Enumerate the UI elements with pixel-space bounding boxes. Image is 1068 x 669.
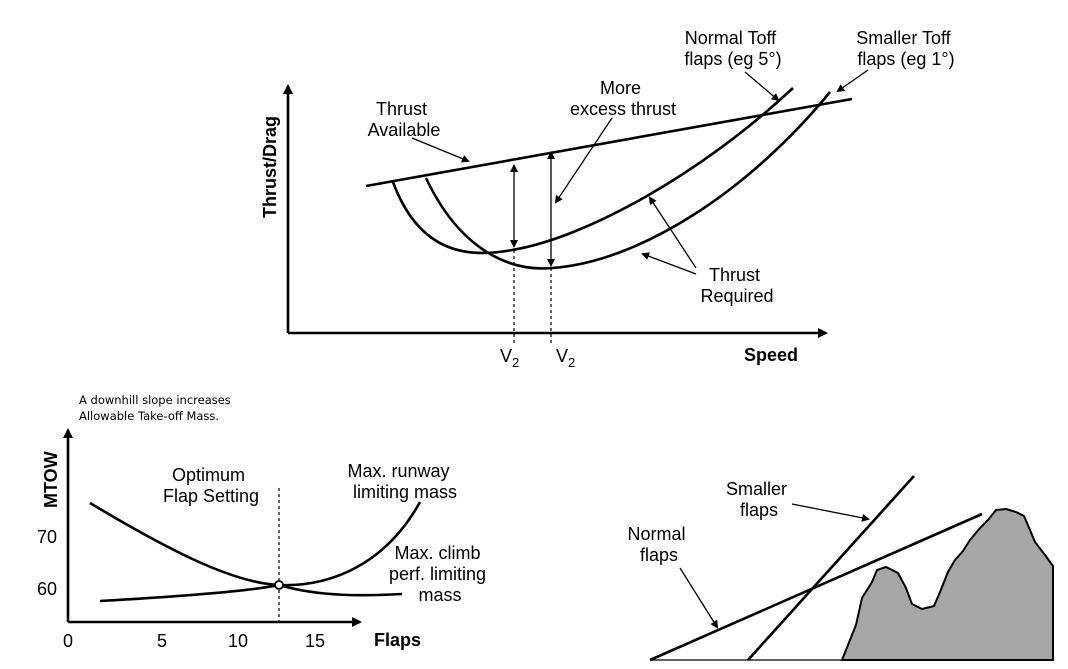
mtow-flaps-chart: MTOW Flaps 70 60 0 5 10 15 Optimum Flap … bbox=[37, 428, 491, 651]
x-tick-15: 15 bbox=[305, 631, 325, 651]
downhill-slope-note: A downhill slope increases Allowable Tak… bbox=[79, 392, 231, 424]
more-excess-thrust-label: More excess thrust bbox=[570, 78, 676, 119]
normal-flaps-label: Normal flaps bbox=[627, 524, 690, 565]
smaller-toff-flaps-pointer bbox=[836, 69, 869, 93]
obstacle-clearance-diagram: Smaller flaps Normal flaps bbox=[627, 475, 1054, 662]
note-line-1: A downhill slope increases bbox=[79, 393, 231, 407]
thrust-drag-axis-label: Thrust/Drag bbox=[260, 116, 280, 218]
optimum-flap-setting-label: Optimum Flap Setting bbox=[163, 465, 259, 506]
more-excess-thrust-pointer bbox=[554, 117, 613, 204]
x-tick-10: 10 bbox=[228, 631, 248, 651]
normal-toff-flaps-pointer bbox=[744, 71, 780, 102]
smaller-flaps-pointer bbox=[791, 503, 870, 522]
optimum-point-marker bbox=[274, 580, 284, 590]
smaller-flaps-climb-line bbox=[747, 475, 915, 661]
climb-limiting-mass-curve bbox=[99, 583, 403, 603]
normal-flaps-climb-line bbox=[649, 512, 983, 662]
smaller-flaps-label: Smaller flaps bbox=[726, 479, 792, 520]
y-tick-70: 70 bbox=[37, 527, 57, 547]
thrust-required-pointer-normal bbox=[648, 196, 697, 269]
v2-smaller-label: V2 bbox=[556, 346, 575, 370]
smaller-toff-flaps-label: Smaller Toff flaps (eg 1°) bbox=[856, 28, 955, 69]
mtow-axis-label: MTOW bbox=[41, 451, 61, 508]
y-tick-60: 60 bbox=[37, 579, 57, 599]
normal-flaps-pointer bbox=[679, 567, 719, 629]
v2-normal-label: V2 bbox=[500, 346, 519, 370]
note-line-2: Allowable Take-off Mass. bbox=[79, 409, 220, 423]
thrust-available-line bbox=[365, 97, 853, 188]
thrust-required-smaller-flaps-curve bbox=[424, 91, 832, 270]
x-tick-5: 5 bbox=[157, 631, 167, 651]
thrust-available-label: Thrust Available bbox=[368, 99, 441, 140]
max-runway-limiting-mass-label: Max. runway limiting mass bbox=[347, 461, 457, 502]
thrust-required-pointer-smaller bbox=[641, 252, 697, 275]
speed-axis-label: Speed bbox=[744, 345, 798, 365]
thrust-available-pointer bbox=[411, 137, 470, 163]
normal-toff-flaps-label: Normal Toff flaps (eg 5°) bbox=[684, 28, 781, 69]
max-climb-limiting-mass-label: Max. climb perf. limiting mass bbox=[389, 543, 491, 605]
thrust-required-label: Thrust Required bbox=[700, 265, 773, 306]
terrain-obstacle bbox=[840, 507, 1054, 661]
runway-limiting-mass-curve bbox=[89, 501, 422, 587]
x-tick-0: 0 bbox=[63, 631, 73, 651]
flaps-axis-label: Flaps bbox=[374, 630, 421, 650]
thrust-drag-diagram: Thrust/Drag Speed V2 V2 Thrust Available… bbox=[260, 28, 955, 370]
thrust-required-normal-flaps-curve bbox=[391, 87, 794, 255]
